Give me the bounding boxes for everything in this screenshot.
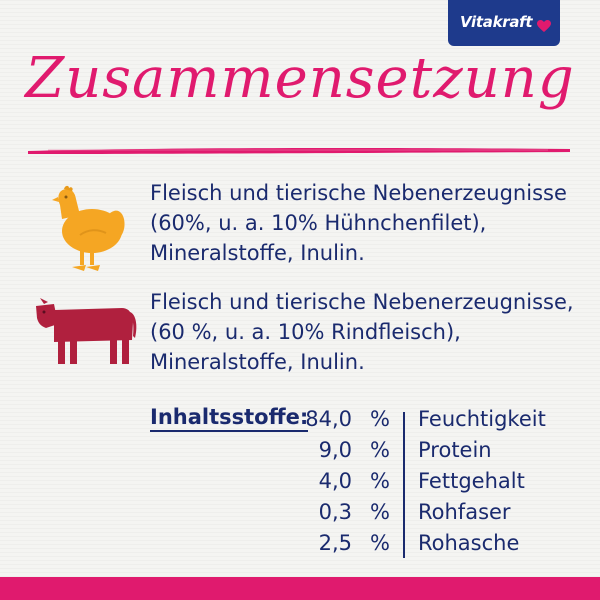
vitakraft-logo: Vitakraft (448, 0, 560, 46)
composition-line: Mineralstoffe, Inulin. (150, 241, 365, 265)
bottom-accent-bar (0, 577, 600, 600)
heart-icon (537, 20, 551, 32)
nutrient-unit: % (370, 438, 390, 462)
composition-line: (60%, u. a. 10% Hühnchenfilet), (150, 211, 487, 235)
cow-icon (36, 298, 137, 364)
title-underline (28, 147, 570, 154)
nutrient-label: Fettgehalt (418, 469, 525, 493)
nutrient-unit: % (370, 500, 390, 524)
nutrient-label: Feuchtigkeit (418, 407, 546, 431)
chicken-icon (52, 185, 125, 271)
nutrient-unit: % (370, 469, 390, 493)
nutrient-label: Rohfaser (418, 500, 511, 524)
nutrients-heading: Inhaltsstoffe: (150, 404, 309, 432)
nutrient-label: Protein (418, 438, 492, 462)
composition-line: Fleisch und tierische Nebenerzeugnisse (150, 181, 567, 205)
composition-line: Mineralstoffe, Inulin. (150, 350, 365, 374)
column-divider (403, 412, 405, 558)
composition-line: Fleisch und tierische Nebenerzeugnisse, (150, 290, 574, 314)
composition-line: (60 %, u. a. 10% Rindfleisch), (150, 320, 461, 344)
beef-composition: Fleisch und tierische Nebenerzeugnisse, … (150, 287, 574, 377)
chicken-composition: Fleisch und tierische Nebenerzeugnisse (… (150, 178, 567, 268)
nutrient-unit: % (370, 407, 390, 431)
nutrient-value: 9,0 (318, 438, 352, 462)
nutrient-value: 0,3 (318, 500, 352, 524)
nutrient-label: Rohasche (418, 531, 520, 555)
nutrient-unit: % (370, 531, 390, 555)
nutrient-value: 4,0 (318, 469, 352, 493)
logo-text: Vitakraft (460, 13, 533, 31)
nutrient-value: 2,5 (318, 531, 352, 555)
page-title: Zusammensetzung (25, 46, 575, 111)
nutrient-value: 84,0 (305, 407, 352, 431)
